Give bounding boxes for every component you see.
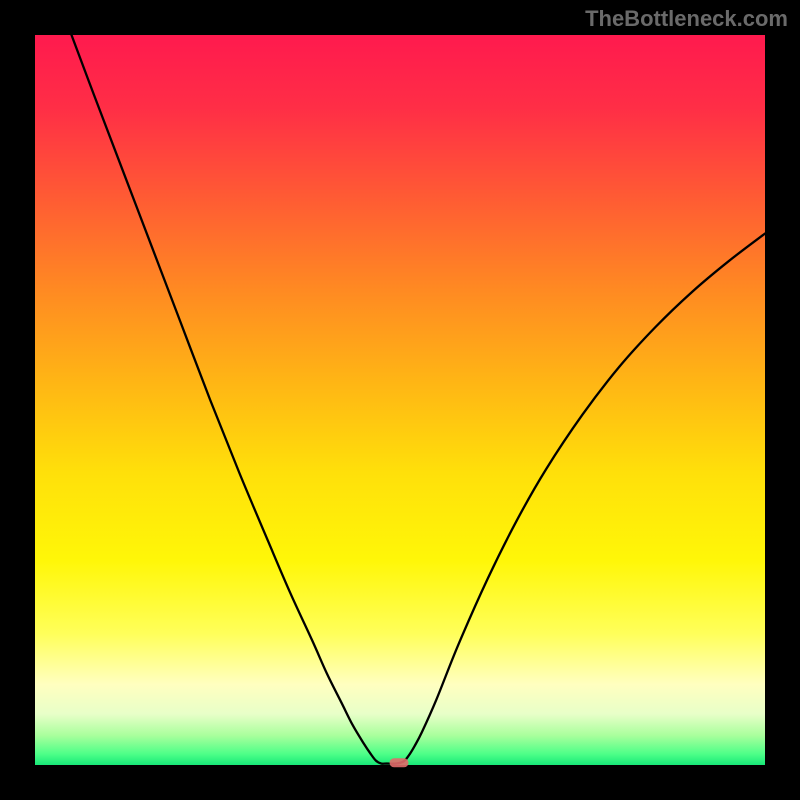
curve-path (72, 35, 766, 764)
optimal-marker (389, 758, 408, 767)
bottleneck-curve (35, 35, 765, 765)
bottleneck-plot (35, 35, 765, 765)
watermark-text: TheBottleneck.com (585, 6, 788, 32)
